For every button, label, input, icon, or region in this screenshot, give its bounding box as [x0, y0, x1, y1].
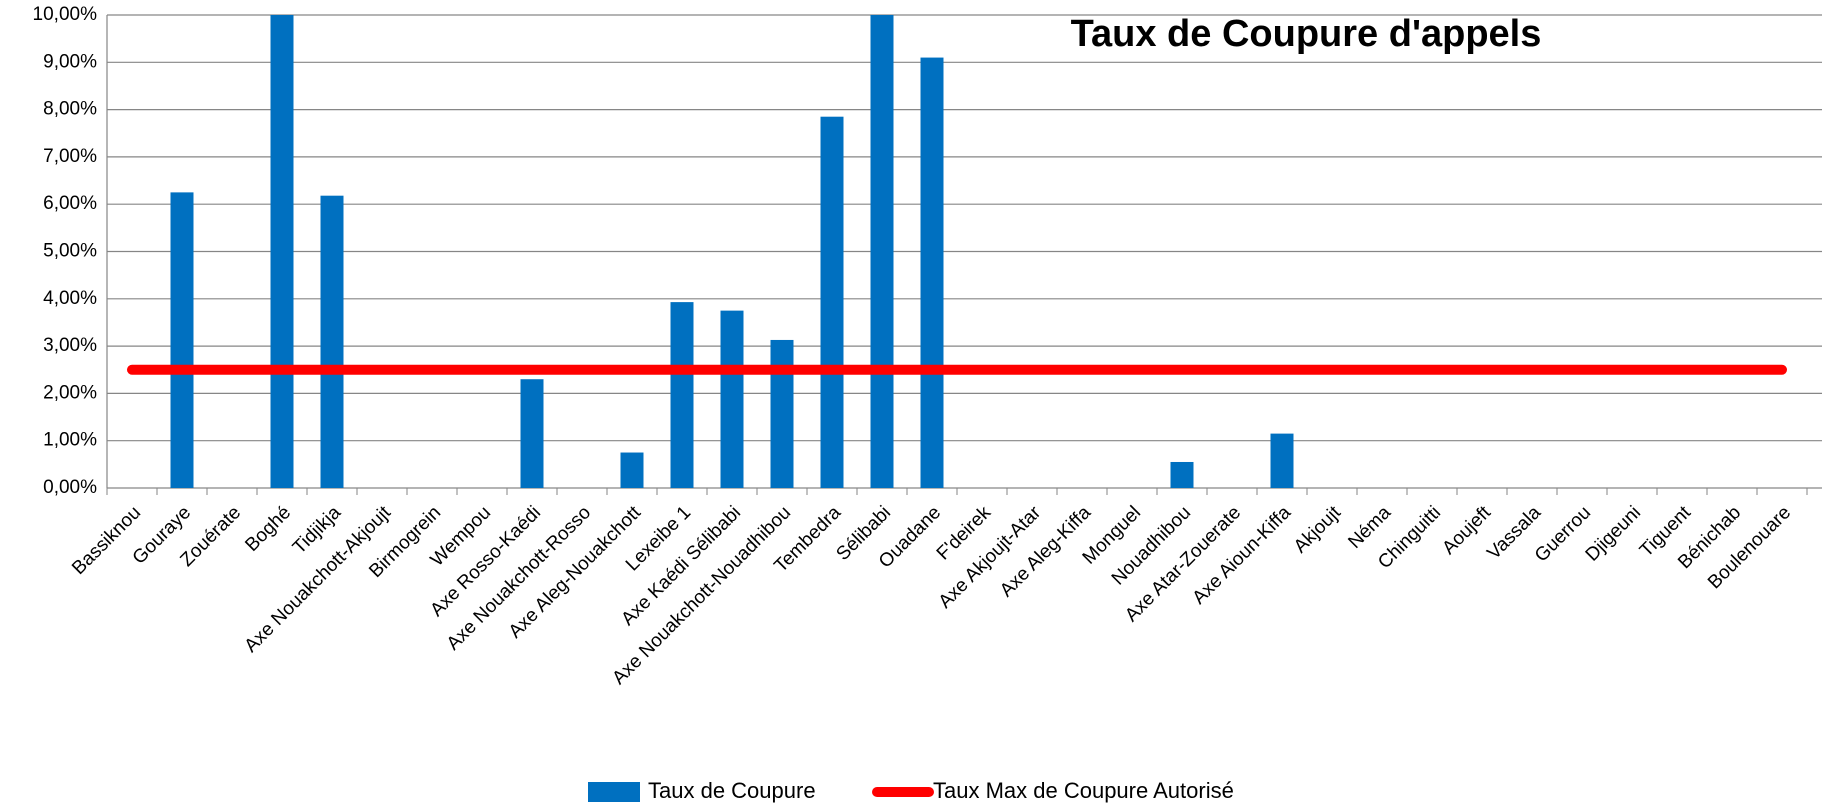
bar: [820, 116, 844, 488]
bar: [1170, 461, 1194, 488]
legend-swatch: [588, 782, 640, 802]
y-tick-label: 7,00%: [43, 146, 97, 167]
bar: [1270, 433, 1294, 488]
y-tick-label: 9,00%: [43, 51, 97, 72]
x-tick-label: Akjoujt: [1290, 502, 1346, 558]
x-tick-label: Djigeuni: [1582, 502, 1645, 565]
bar: [920, 57, 944, 488]
bar: [170, 192, 194, 488]
bar: [870, 15, 894, 488]
chart-title: Taux de Coupure d'appels: [1071, 13, 1542, 55]
x-tick-label: Boghé: [241, 502, 295, 556]
y-tick-label: 10,00%: [33, 4, 98, 25]
y-tick-label: 5,00%: [43, 241, 97, 262]
y-tick-label: 8,00%: [43, 99, 97, 120]
legend-label: Taux de Coupure: [648, 778, 816, 803]
y-tick-label: 6,00%: [43, 193, 97, 214]
x-tick-label: Guerrou: [1531, 502, 1595, 566]
y-tick-label: 3,00%: [43, 335, 97, 356]
bar: [670, 302, 694, 488]
bar: [620, 452, 644, 488]
legend-label: Taux Max de Coupure Autorisé: [933, 778, 1234, 803]
y-tick-label: 2,00%: [43, 382, 97, 403]
y-tick-label: 1,00%: [43, 430, 97, 451]
bar: [270, 15, 294, 488]
y-tick-label: 4,00%: [43, 288, 97, 309]
x-tick-label: Bassiknou: [68, 502, 145, 579]
bar: [320, 195, 344, 488]
y-tick-label: 0,00%: [43, 477, 97, 498]
bar: [720, 310, 744, 488]
bar: [770, 339, 794, 488]
bar: [520, 379, 544, 488]
